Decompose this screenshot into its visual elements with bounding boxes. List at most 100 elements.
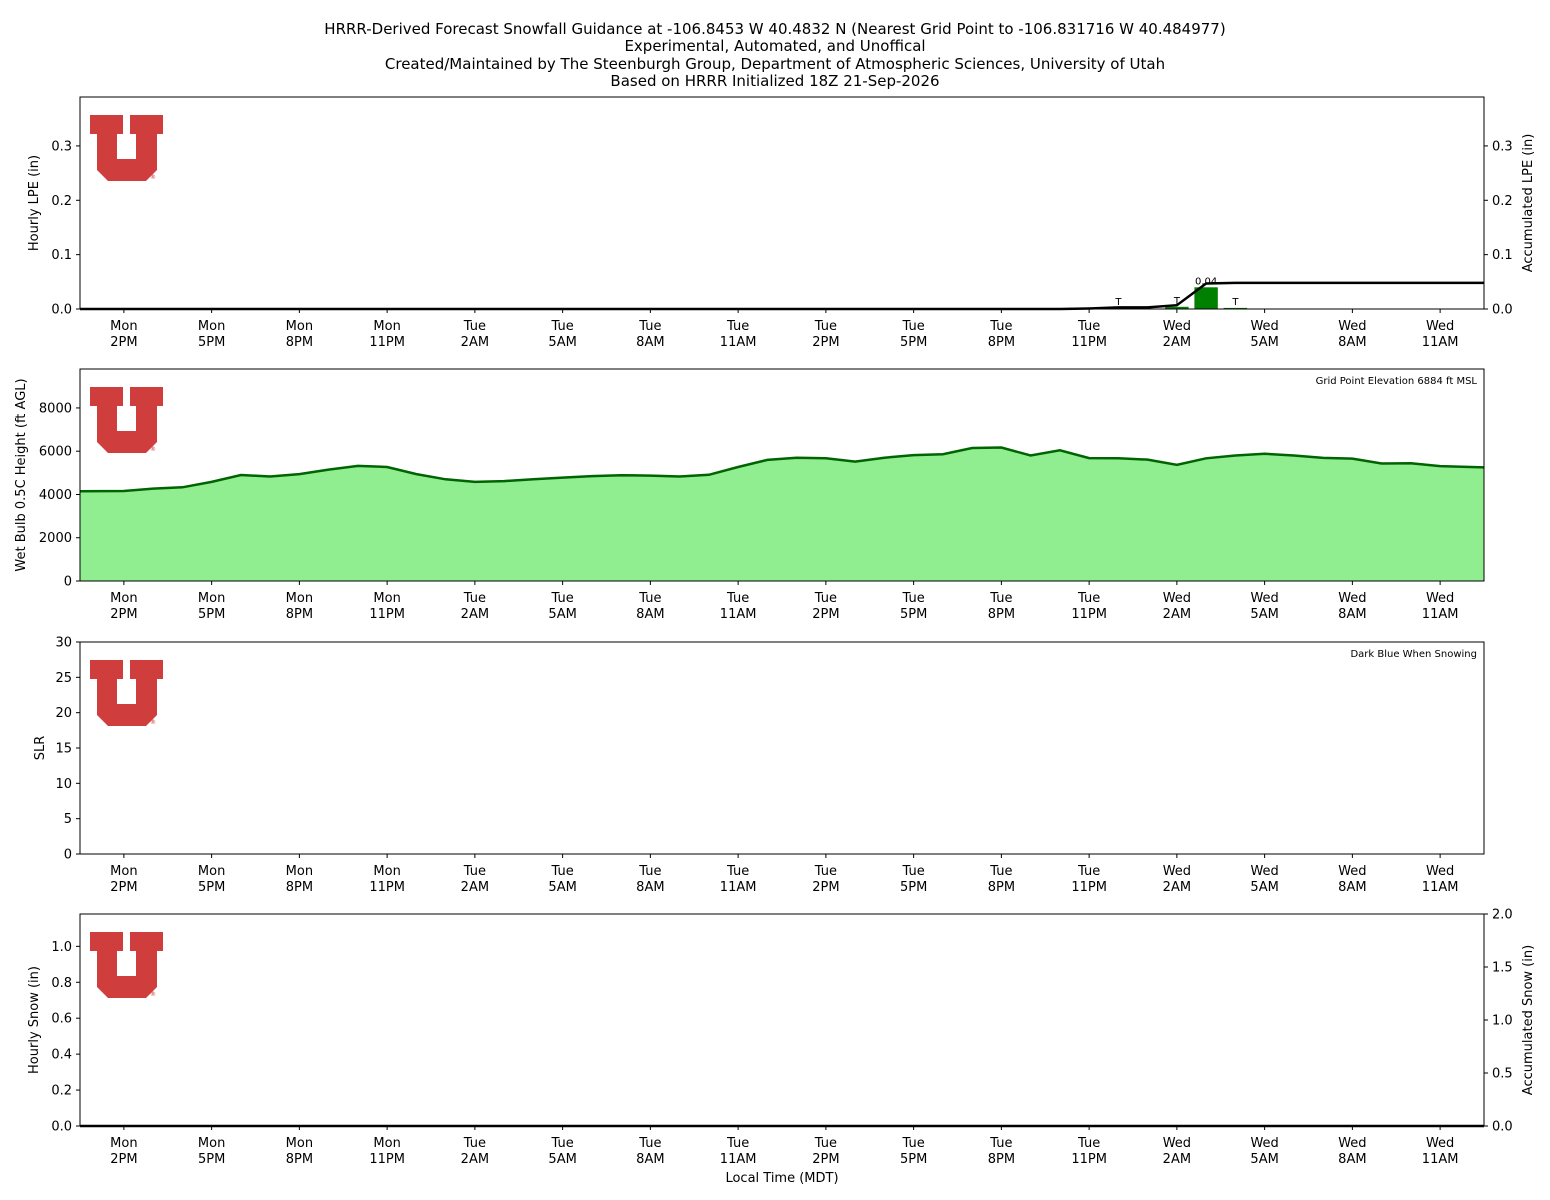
x-tick-label-day: Tue (902, 1136, 925, 1151)
y2-tick-label: 0.0 (1492, 1120, 1513, 1135)
x-tick-label-time: 8PM (988, 335, 1015, 350)
x-tick-label-time: 2PM (110, 607, 137, 622)
wet-bulb-height-panel-frame (79, 368, 1485, 582)
x-tick-label-time: 2PM (812, 335, 839, 350)
x-tick-label-time: 2AM (1163, 880, 1191, 895)
x-tick-label-time: 11AM (1422, 880, 1459, 895)
wet-bulb-height-area (80, 447, 1484, 581)
x-tick-label-day: Tue (1077, 1136, 1100, 1151)
x-tick-label-time: 2PM (812, 1152, 839, 1167)
x-tick-label-time: 5AM (548, 1152, 576, 1167)
x-tick-label-time: 2PM (812, 880, 839, 895)
university-u-logo-icon (90, 660, 163, 726)
x-tick-label-time: 11PM (1071, 880, 1107, 895)
x-tick-label-time: 5AM (548, 880, 576, 895)
y-tick-label: 0.8 (51, 976, 72, 991)
y-tick-label: 0.2 (51, 1084, 72, 1099)
university-u-logo-icon (90, 387, 163, 453)
x-tick-label-day: Tue (1077, 591, 1100, 606)
y2-tick-label: 0.5 (1492, 1067, 1513, 1082)
lpe-bar-label: T (1173, 296, 1181, 307)
x-tick-label-day: Mon (110, 591, 137, 606)
x-tick-label-time: 5PM (198, 1152, 225, 1167)
y-tick-label: 4000 (39, 488, 72, 503)
x-tick-label-time: 2PM (110, 880, 137, 895)
x-tick-label-time: 5PM (198, 335, 225, 350)
lpe-bar-label: 0.04 (1195, 276, 1217, 287)
x-tick-label-time: 2AM (461, 880, 489, 895)
x-tick-label-day: Mon (286, 591, 313, 606)
x-tick-label-day: Mon (286, 319, 313, 334)
x-tick-label-day: Wed (1338, 864, 1366, 879)
x-tick-label-day: Wed (1163, 591, 1191, 606)
x-tick-label-time: 11AM (720, 1152, 757, 1167)
lpe-bar (1165, 306, 1189, 309)
x-tick-label-day: Tue (638, 591, 661, 606)
x-tick-label-day: Mon (198, 1136, 225, 1151)
x-tick-label-time: 2AM (1163, 335, 1191, 350)
x-tick-label-day: Mon (198, 319, 225, 334)
x-tick-label-time: 5PM (198, 607, 225, 622)
x-tick-label-time: 8AM (1338, 607, 1366, 622)
x-tick-label-day: Mon (198, 864, 225, 879)
title-line-4: Based on HRRR Initialized 18Z 21-Sep-202… (610, 72, 940, 91)
x-tick-label-time: 2PM (110, 335, 137, 350)
x-tick-label-day: Wed (1250, 1136, 1278, 1151)
lpe-bar (1194, 287, 1218, 309)
x-tick-label-day: Tue (989, 591, 1012, 606)
wet-bulb-height-ylabel: Wet Bulb 0.5C Height (ft AGL) (14, 378, 29, 571)
y2-tick-label: 0.1 (1492, 248, 1513, 263)
y-tick-label: 6000 (39, 445, 72, 460)
x-tick-label-day: Wed (1250, 591, 1278, 606)
x-tick-label-time: 8PM (988, 1152, 1015, 1167)
x-tick-label-time: 2AM (461, 1152, 489, 1167)
x-tick-label-day: Tue (726, 319, 749, 334)
x-tick-label-day: Mon (373, 1136, 400, 1151)
x-tick-label-day: Tue (463, 1136, 486, 1151)
x-tick-label-time: 11AM (1422, 1152, 1459, 1167)
y-tick-label: 0.4 (51, 1048, 72, 1063)
x-tick-label-time: 8AM (636, 1152, 664, 1167)
x-tick-label-day: Wed (1338, 591, 1366, 606)
x-tick-label-day: Tue (814, 591, 837, 606)
x-tick-label-time: 8AM (636, 335, 664, 350)
x-tick-label-day: Tue (814, 864, 837, 879)
wet-bulb-height-annotation: Grid Point Elevation 6884 ft MSL (1316, 376, 1478, 387)
x-tick-label-time: 11AM (720, 335, 757, 350)
x-tick-label-time: 11PM (369, 607, 405, 622)
y-tick-label: 0.3 (51, 139, 72, 154)
y-tick-label: 0.2 (51, 194, 72, 209)
y-tick-label: 0.1 (51, 248, 72, 263)
y-tick-label: 15 (55, 742, 72, 757)
x-tick-label-day: Wed (1426, 319, 1454, 334)
title-line-1: HRRR-Derived Forecast Snowfall Guidance … (324, 20, 1226, 38)
x-tick-label-day: Wed (1250, 319, 1278, 334)
title-line-3: Created/Maintained by The Steenburgh Gro… (384, 54, 1166, 73)
x-tick-label-day: Mon (373, 591, 400, 606)
x-tick-label-time: 2AM (1163, 1152, 1191, 1167)
x-tick-label-time: 11AM (720, 607, 757, 622)
x-tick-label-time: 5AM (1250, 1152, 1278, 1167)
university-u-logo-icon (90, 932, 163, 998)
y2-tick-label: 0.3 (1492, 139, 1513, 154)
lpe-accumulated-line (80, 281, 1484, 311)
x-tick-label-time: 8AM (1338, 1152, 1366, 1167)
x-tick-label-day: Mon (110, 319, 137, 334)
lpe-bar-label: T (1114, 297, 1122, 308)
x-tick-label-time: 8AM (636, 607, 664, 622)
y-tick-label: 1.0 (51, 940, 72, 955)
x-tick-label-time: 5AM (1250, 607, 1278, 622)
x-tick-label-day: Tue (902, 591, 925, 606)
x-tick-label-day: Mon (110, 1136, 137, 1151)
x-tick-label-time: 5PM (198, 880, 225, 895)
x-tick-label-day: Tue (989, 319, 1012, 334)
slr-ylabel: SLR (33, 736, 48, 761)
x-tick-label-day: Wed (1338, 1136, 1366, 1151)
registered-mark: ® (150, 446, 156, 453)
registered-mark: ® (150, 719, 156, 726)
x-tick-label-time: 5PM (900, 607, 927, 622)
x-tick-label-time: 11PM (369, 335, 405, 350)
x-tick-label-time: 8AM (636, 880, 664, 895)
x-tick-label-day: Wed (1338, 319, 1366, 334)
